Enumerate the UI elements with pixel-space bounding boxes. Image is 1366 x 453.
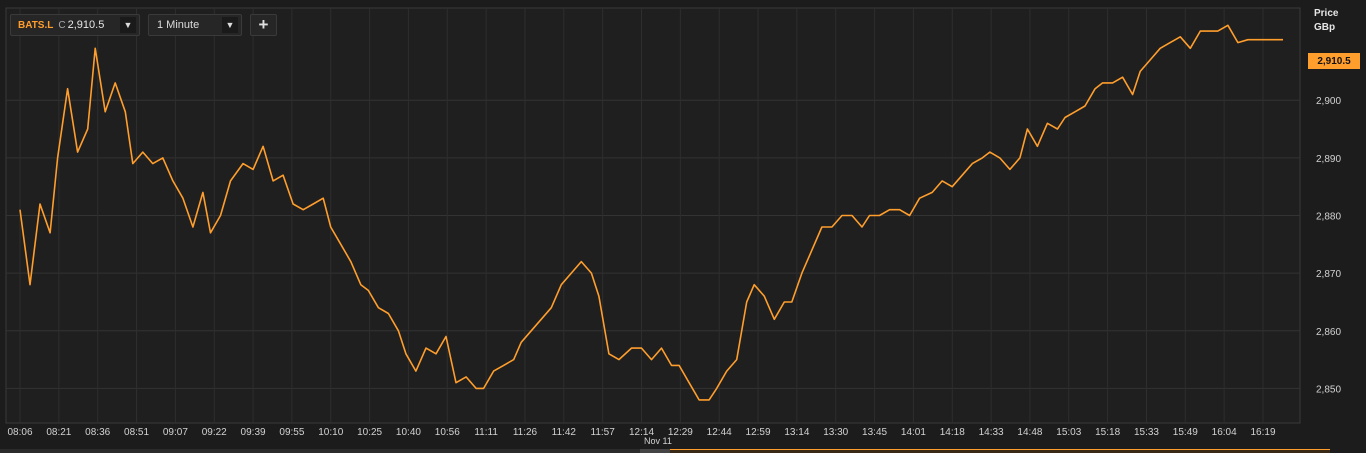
y-tick-label: 2,900: [1316, 96, 1341, 107]
y-axis: 2,850 2,860 2,870 2,880 2,890 2,900: [1316, 96, 1341, 395]
x-tick-label: 13:30: [823, 427, 848, 438]
x-tick-label: 14:48: [1017, 427, 1042, 438]
x-tick-label: 12:29: [668, 427, 693, 438]
x-tick-label: 16:04: [1212, 427, 1237, 438]
x-tick-label: 12:44: [707, 427, 732, 438]
y-tick-label: 2,870: [1316, 269, 1341, 280]
axis-title-price: Price: [1314, 8, 1339, 19]
price-line-series: [19, 24, 1283, 401]
x-tick-label: 10:10: [318, 427, 343, 438]
x-tick-label: 13:14: [784, 427, 809, 438]
y-tick-label: 2,880: [1316, 212, 1341, 223]
y-tick-label: 2,890: [1316, 154, 1341, 165]
scroll-track: [0, 449, 640, 453]
x-tick-label: 09:55: [279, 427, 304, 438]
axis-title-unit: GBp: [1314, 22, 1336, 33]
interval-selector[interactable]: 1 Minute ▼: [148, 14, 242, 36]
x-tick-label: 14:33: [979, 427, 1004, 438]
x-tick-label: 10:56: [435, 427, 460, 438]
x-tick-label: 10:25: [357, 427, 382, 438]
interval-label: 1 Minute: [157, 19, 200, 31]
x-tick-label: 08:36: [85, 427, 110, 438]
x-tick-label: 09:22: [202, 427, 227, 438]
x-tick-label: 16:19: [1250, 427, 1275, 438]
x-tick-label: 11:11: [474, 427, 498, 438]
x-tick-label: 10:40: [396, 427, 421, 438]
y-tick-label: 2,850: [1316, 384, 1341, 395]
scroll-handle[interactable]: [640, 449, 670, 453]
x-tick-label: 13:45: [862, 427, 887, 438]
chevron-down-icon[interactable]: ▼: [222, 17, 238, 33]
y-tick-label: 2,860: [1316, 327, 1341, 338]
close-value: 2,910.5: [67, 19, 105, 31]
symbol-label: BATS.L: [18, 19, 54, 31]
last-price-badge: 2,910.5: [1308, 53, 1360, 69]
x-tick-label: 14:18: [940, 427, 965, 438]
date-label: Nov 11: [644, 436, 672, 446]
x-tick-label: 12:59: [746, 427, 771, 438]
chart-toolbar: BATS.L C 2,910.5 ▼ 1 Minute ▼ +: [10, 14, 277, 36]
x-tick-label: 08:21: [46, 427, 71, 438]
close-flag: C: [58, 19, 66, 31]
x-axis: 08:06 08:21 08:36 08:51 09:07 09:22 09:39 09:55…: [7, 427, 1275, 438]
x-tick-label: 09:07: [163, 427, 188, 438]
add-study-button[interactable]: +: [250, 14, 277, 36]
x-tick-label: 11:57: [591, 427, 616, 438]
x-tick-label: 15:03: [1056, 427, 1081, 438]
x-tick-label: 15:18: [1095, 427, 1120, 438]
chart-grid: [5, 7, 1301, 424]
x-tick-label: 08:51: [124, 427, 149, 438]
x-tick-label: 09:39: [241, 427, 266, 438]
x-tick-label: 11:26: [513, 427, 538, 438]
x-tick-label: 08:06: [7, 427, 32, 438]
scroll-range[interactable]: [670, 449, 1330, 453]
x-tick-label: 14:01: [901, 427, 926, 438]
x-tick-label: 11:42: [552, 427, 577, 438]
x-tick-label: 15:49: [1173, 427, 1198, 438]
x-tick-label: 12:14: [629, 427, 654, 438]
chevron-down-icon[interactable]: ▼: [120, 17, 136, 33]
x-tick-label: 15:33: [1134, 427, 1159, 438]
symbol-selector[interactable]: BATS.L C 2,910.5 ▼: [10, 14, 140, 36]
